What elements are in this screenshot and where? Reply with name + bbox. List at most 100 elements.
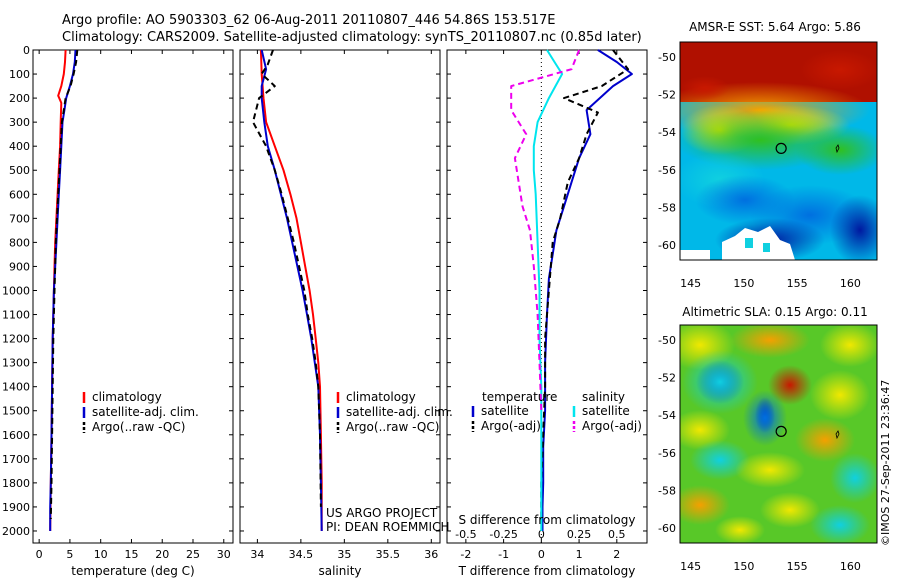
depth-tick-label: 1600 [2,429,30,442]
legend-argo-label: Argo(..raw -QC) [92,420,185,434]
x-tick-label: -2 [460,548,471,561]
map-y-tick-label: -60 [658,239,676,252]
map-x-tick-label: 150 [733,560,754,573]
legend-climatology-label: climatology [92,390,162,404]
x-tick-label: 2 [613,548,620,561]
depth-tick-label: 1800 [2,477,30,490]
x-tick-label: 0 [538,548,545,561]
depth-tick-label: 500 [9,164,30,177]
profile-series-layer [49,49,633,532]
depth-tick-label: 1400 [2,381,30,394]
x-tick-label: 36 [424,548,438,561]
depth-tick-label: 900 [9,260,30,273]
profile-line-argo-raw-qc- [252,49,322,507]
map-x-tick-label: 145 [680,560,701,573]
axis-ticks-layer: 0 5 10 15 20 25 300100200300400500600700800900… [2,44,877,573]
x-tick-label: 0 [36,548,43,561]
temperature-axis-label: temperature (deg C) [71,564,194,578]
depth-tick-label: 200 [9,92,30,105]
x-tick-label: 5 [66,548,73,561]
map-y-tick-label: -58 [658,201,676,214]
sla-map-frame [679,324,878,544]
difference-legend: temperature salinity satellite Argo(-adj… [471,390,642,433]
profile-line-s-satellite [532,49,564,531]
map-x-tick-label: 160 [840,277,861,290]
figure-title-line2: Climatology: CARS2009. Satellite-adjuste… [62,30,642,45]
map-y-tick-label: -50 [658,334,676,347]
salinity-plot-frame [239,49,441,544]
profile-line-t-argo-adj- [540,49,630,519]
t-difference-axis-label: T difference from climatology [458,564,636,578]
profile-line-satellite-adj-clim- [260,49,323,532]
depth-tick-label: 2000 [2,525,30,538]
legend-s-argo-label: Argo(-adj) [582,419,642,433]
legend-climatology-label: climatology [346,390,416,404]
x-tick-label: 15 [124,548,138,561]
sst-map-frame [679,41,878,261]
top-x-tick-label: 0.5 [608,528,626,541]
depth-tick-label: 1100 [2,309,30,322]
top-x-tick-label: -0.5 [455,528,476,541]
depth-tick-label: 1900 [2,501,30,514]
legend-s-satellite-label: satellite [582,404,630,418]
profile-line-s-argo-adj- [510,49,581,411]
depth-tick-label: 100 [9,68,30,81]
map-x-tick-label: 155 [787,277,808,290]
legend-t-satellite-label: satellite [481,404,529,418]
map-y-tick-label: -58 [658,484,676,497]
legend-argo-label: Argo(..raw -QC) [346,420,439,434]
map-y-tick-label: -52 [658,89,676,102]
x-tick-label: 34.5 [289,548,314,561]
depth-tick-label: 1700 [2,453,30,466]
map-y-tick-label: -50 [658,51,676,64]
map-y-tick-label: -56 [658,164,676,177]
top-x-tick-label: 0.25 [567,528,592,541]
map-y-tick-label: -56 [658,447,676,460]
pi-credit: PI: DEAN ROEMMICH [326,520,449,534]
depth-tick-label: 800 [9,236,30,249]
x-tick-label: -1 [498,548,509,561]
x-tick-label: 25 [186,548,200,561]
x-tick-label: 1 [576,548,583,561]
profile-line-t-satellite [541,49,633,531]
map-x-tick-label: 150 [733,277,754,290]
legend-temperature-heading: temperature [482,390,557,404]
map-y-tick-label: -54 [658,409,676,422]
s-difference-axis-label: S difference from climatology [459,513,636,527]
x-tick-label: 30 [217,548,231,561]
map-x-tick-label: 160 [840,560,861,573]
depth-tick-label: 300 [9,116,30,129]
sla-map-field [680,325,877,543]
map-x-tick-label: 145 [680,277,701,290]
figure-title-line1: Argo profile: AO 5903303_62 06-Aug-2011 … [62,13,555,28]
depth-tick-label: 1000 [2,284,30,297]
sst-map-title: AMSR-E SST: 5.64 Argo: 5.86 [689,20,861,34]
profile-line-climatology [259,49,323,531]
depth-tick-label: 400 [9,140,30,153]
depth-tick-label: 1500 [2,405,30,418]
salinity-axis-label: salinity [318,564,361,578]
map-x-tick-label: 155 [787,560,808,573]
legend-t-argo-label: Argo(-adj) [481,419,541,433]
map-y-tick-label: -54 [658,126,676,139]
x-tick-label: 35 [337,548,351,561]
project-credit: US ARGO PROJECT [326,506,438,520]
map-y-tick-label: -60 [658,522,676,535]
temperature-plot-frame [32,49,234,544]
depth-tick-label: 600 [9,188,30,201]
depth-tick-label: 0 [23,44,30,57]
top-x-tick-label: 0 [538,528,545,541]
depth-tick-label: 1300 [2,357,30,370]
map-y-tick-label: -52 [658,372,676,385]
sst-island-outline [835,144,840,154]
sla-argo-location-marker [775,425,787,437]
sst-map-field [680,42,877,260]
salinity-legend: climatology satellite-adj. clim. Argo(..… [336,390,453,434]
sst-argo-location-marker [775,142,787,154]
top-x-tick-label: -0.25 [489,528,517,541]
x-tick-label: 10 [94,548,108,561]
imos-timestamp: ©IMOS 27-Sep-2011 23:36:47 [879,380,892,546]
sla-island-outline [835,430,840,440]
temperature-legend: climatology satellite-adj. clim. Argo(..… [82,390,199,434]
